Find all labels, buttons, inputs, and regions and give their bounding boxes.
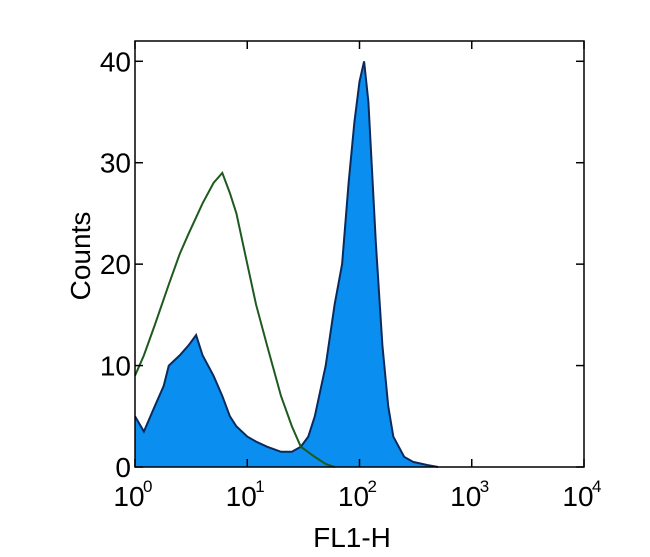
x-tick-exp-2: 2 bbox=[368, 477, 377, 496]
series-0-area bbox=[135, 61, 438, 468]
x-tick-label-3: 10 bbox=[450, 481, 481, 512]
y-axis-ticks: 0 10 20 30 40 bbox=[100, 46, 584, 483]
x-tick-label-2: 10 bbox=[338, 481, 369, 512]
x-tick-label-1: 10 bbox=[226, 481, 257, 512]
x-axis-ticks: 100 101 102 103 104 bbox=[113, 41, 601, 512]
x-tick-exp-3: 3 bbox=[480, 477, 489, 496]
x-axis-label: FL1-H bbox=[313, 522, 391, 553]
x-tick-exp-0: 0 bbox=[143, 477, 152, 496]
y-tick-label-4: 40 bbox=[100, 46, 131, 77]
x-tick-exp-1: 1 bbox=[255, 477, 264, 496]
y-axis-label: Counts bbox=[65, 212, 96, 301]
x-tick-label-0: 10 bbox=[113, 481, 144, 512]
series-layer bbox=[134, 61, 439, 468]
x-tick-label-4: 10 bbox=[562, 481, 593, 512]
y-tick-label-1: 10 bbox=[100, 351, 131, 382]
series-1-line bbox=[134, 170, 335, 468]
y-tick-label-2: 20 bbox=[100, 249, 131, 280]
x-tick-exp-4: 4 bbox=[592, 477, 601, 496]
y-tick-label-0: 0 bbox=[115, 452, 131, 483]
y-tick-label-3: 30 bbox=[100, 148, 131, 179]
